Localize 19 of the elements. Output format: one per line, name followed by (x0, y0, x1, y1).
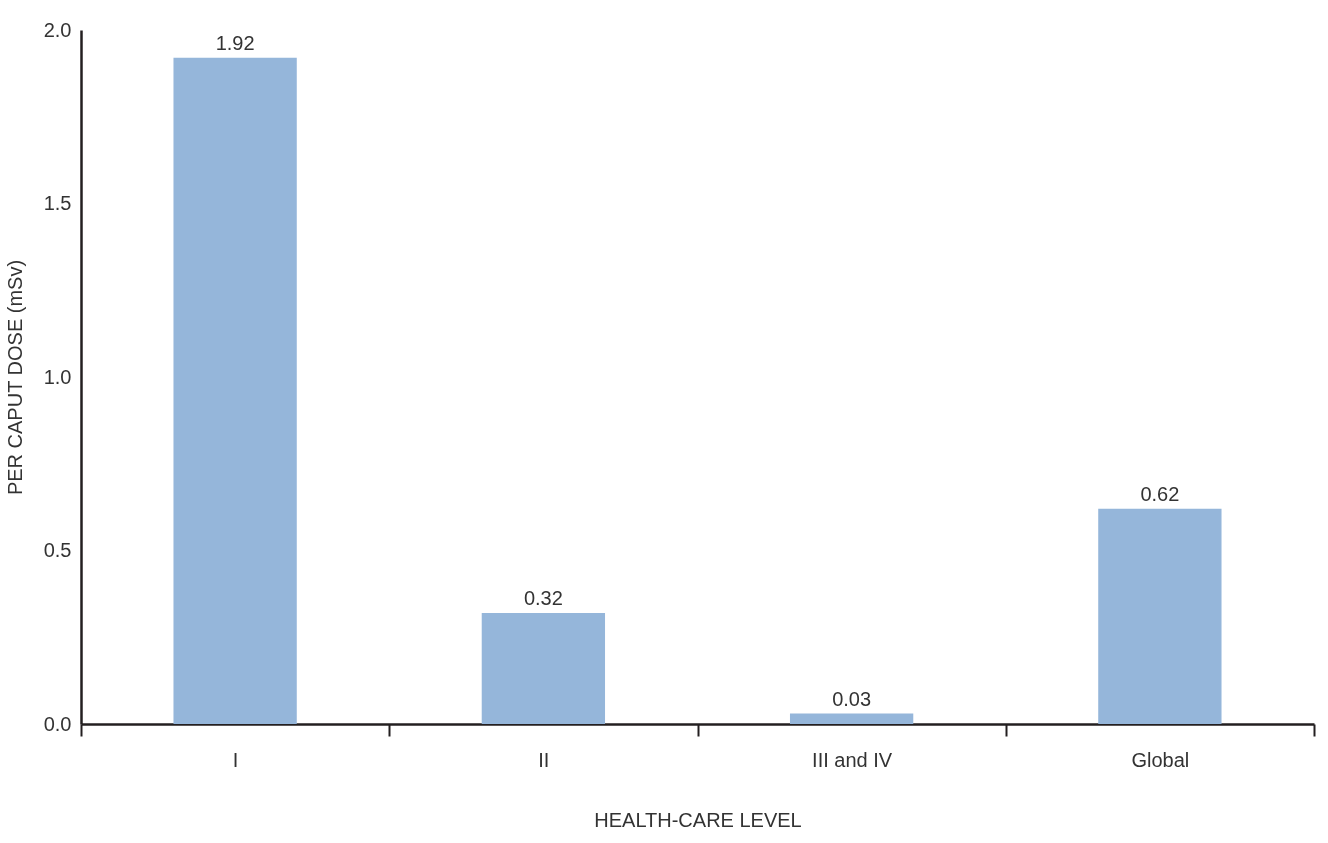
y-tick-label: 2.0 (43, 18, 72, 41)
x-axis-title: HEALTH-CARE LEVEL (594, 808, 802, 831)
data-label: 0.32 (523, 586, 563, 609)
bar (1098, 508, 1222, 724)
bar (173, 57, 297, 724)
bar (481, 612, 606, 724)
y-tick-label: 0.0 (43, 712, 72, 735)
x-tick-label: Global (1131, 748, 1190, 771)
data-label: 0.03 (832, 687, 872, 710)
data-label: 1.92 (215, 31, 255, 54)
y-axis-title: PER CAPUT DOSE (mSv) (3, 259, 26, 496)
x-tick-label: II (538, 748, 550, 771)
x-tick-label: I (232, 748, 239, 771)
x-tick-label: III and IV (812, 748, 893, 771)
y-tick-label: 1.0 (43, 365, 72, 388)
y-tick-label: 0.5 (43, 539, 72, 561)
bar (789, 713, 914, 724)
data-label: 0.62 (1140, 482, 1180, 505)
y-tick-label: 1.5 (43, 192, 72, 214)
